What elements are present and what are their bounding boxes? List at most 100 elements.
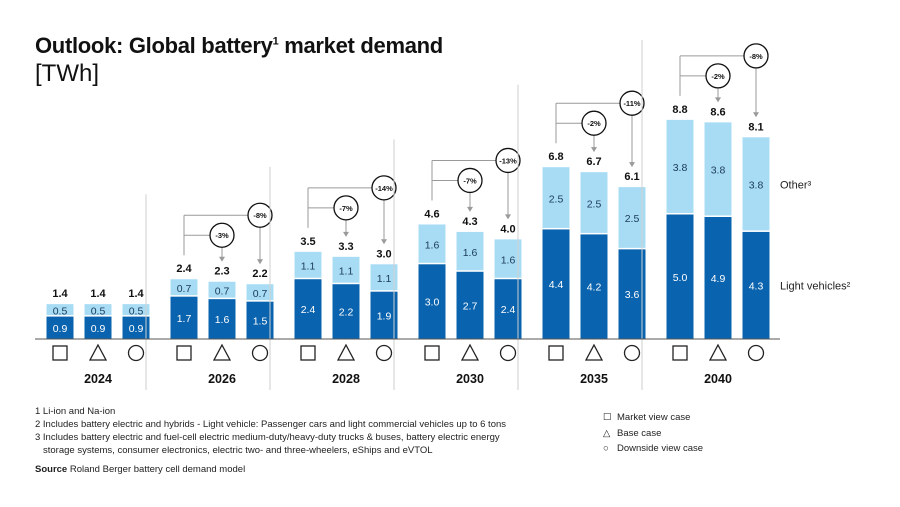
square-icon bbox=[424, 345, 440, 361]
delta-label: -3% bbox=[215, 231, 229, 240]
circle-icon bbox=[499, 344, 517, 362]
segment-label-light: 2.4 bbox=[301, 304, 316, 316]
bar-other bbox=[418, 224, 446, 263]
segment-label-other: 3.8 bbox=[711, 165, 726, 177]
segment-label-light: 3.6 bbox=[625, 289, 640, 301]
delta-circle bbox=[333, 195, 359, 221]
square-icon bbox=[300, 345, 316, 361]
bar-other bbox=[246, 284, 274, 301]
arrow-head bbox=[629, 162, 635, 168]
bar-other bbox=[294, 251, 322, 278]
bar-light-vehicles bbox=[332, 284, 360, 339]
year-label: 2028 bbox=[332, 372, 360, 386]
bar-light-vehicles bbox=[742, 231, 770, 339]
year-label: 2024 bbox=[84, 372, 112, 386]
total-label: 8.8 bbox=[672, 104, 687, 116]
bar-light-vehicles bbox=[618, 249, 646, 339]
year-label: 2026 bbox=[208, 372, 236, 386]
delta-circle bbox=[371, 175, 397, 201]
arrow-head bbox=[257, 259, 263, 265]
year-label: 2040 bbox=[704, 372, 732, 386]
delta-label: -7% bbox=[339, 204, 353, 213]
bar-light-vehicles bbox=[456, 271, 484, 339]
segment-label-light: 3.0 bbox=[425, 297, 440, 309]
delta-circle bbox=[495, 147, 521, 174]
circle-icon bbox=[747, 344, 765, 362]
unit-label: [TWh] bbox=[35, 60, 99, 87]
bar-light-vehicles bbox=[246, 301, 274, 339]
circle-icon: ○ bbox=[603, 443, 609, 454]
triangle-icon bbox=[336, 343, 356, 361]
legend-item-market: ☐ Market view case bbox=[603, 410, 703, 426]
bar-other bbox=[46, 304, 74, 316]
bar-other bbox=[618, 187, 646, 248]
delta-circle bbox=[619, 90, 645, 116]
circle-icon bbox=[375, 344, 393, 362]
segment-label-light: 1.6 bbox=[215, 314, 230, 326]
bar-light-vehicles bbox=[208, 299, 236, 339]
source-line: Source Roland Berger battery cell demand… bbox=[35, 464, 246, 475]
square-icon bbox=[176, 345, 192, 361]
footnote-1: 1 Li-ion and Na-ion bbox=[35, 406, 116, 417]
bar-light-vehicles bbox=[494, 279, 522, 339]
arrow-head bbox=[343, 231, 349, 237]
segment-label-other: 1.1 bbox=[339, 266, 354, 278]
arrow-head bbox=[467, 206, 473, 212]
delta-circle bbox=[247, 202, 273, 228]
segment-label-light: 2.7 bbox=[463, 300, 478, 312]
delta-label: -2% bbox=[711, 72, 725, 81]
delta-label: -11% bbox=[623, 99, 640, 108]
segment-label-other: 0.7 bbox=[253, 288, 268, 300]
footnotes: 1 Li-ion and Na-ion 2 Includes battery e… bbox=[35, 405, 506, 476]
total-label: 2.2 bbox=[252, 268, 267, 280]
arrow-head bbox=[505, 214, 511, 220]
square-icon bbox=[52, 345, 68, 361]
segment-label-other: 1.6 bbox=[425, 239, 440, 251]
segment-label-other: 0.7 bbox=[215, 285, 230, 297]
segment-label-light: 5.0 bbox=[673, 272, 688, 284]
total-label: 3.0 bbox=[376, 248, 391, 260]
circle-icon bbox=[623, 344, 641, 362]
total-label: 2.4 bbox=[176, 263, 192, 275]
segment-label-other: 3.8 bbox=[749, 180, 764, 192]
total-label: 8.1 bbox=[748, 121, 763, 133]
segment-label-light: 1.7 bbox=[177, 313, 192, 325]
bar-other bbox=[170, 279, 198, 296]
bar-light-vehicles bbox=[294, 279, 322, 339]
legend-item-downside: ○ Downside view case bbox=[603, 441, 703, 457]
triangle-icon bbox=[460, 343, 480, 361]
delta-circle bbox=[457, 167, 483, 194]
segment-label-other: 1.1 bbox=[301, 261, 316, 273]
bar-other bbox=[370, 264, 398, 291]
total-label: 3.5 bbox=[300, 236, 315, 248]
circle-icon bbox=[251, 344, 269, 362]
arrow-head bbox=[219, 256, 225, 262]
segment-label-other: 2.5 bbox=[549, 193, 564, 205]
case-legend: ☐ Market view case △ Base case ○ Downside v… bbox=[603, 410, 703, 457]
bar-other bbox=[456, 231, 484, 271]
triangle-icon bbox=[212, 343, 232, 361]
bar-light-vehicles bbox=[84, 316, 112, 339]
chart-title: Outlook: Global battery1 market demand bbox=[35, 33, 443, 58]
segment-label-other: 2.5 bbox=[625, 213, 640, 225]
footnote-3-cont: storage systems, consumer electronics, e… bbox=[43, 445, 433, 456]
segment-label-light: 0.9 bbox=[91, 323, 106, 335]
bar-other bbox=[580, 172, 608, 233]
segment-label-other: 3.8 bbox=[673, 162, 688, 174]
triangle-icon bbox=[584, 343, 604, 361]
bar-light-vehicles bbox=[46, 316, 74, 339]
year-label: 2035 bbox=[580, 372, 608, 386]
circle-icon bbox=[127, 344, 145, 362]
segment-label-light: 4.9 bbox=[711, 273, 726, 285]
bar-light-vehicles bbox=[122, 316, 150, 339]
bar-light-vehicles bbox=[542, 229, 570, 339]
arrow-head bbox=[715, 97, 721, 103]
bar-other bbox=[742, 137, 770, 231]
bar-light-vehicles bbox=[418, 264, 446, 339]
bar-light-vehicles bbox=[580, 234, 608, 339]
year-label: 2030 bbox=[456, 372, 484, 386]
segment-label-other: 1.1 bbox=[377, 273, 392, 285]
triangle-icon: △ bbox=[603, 427, 611, 439]
segment-label-light: 2.4 bbox=[501, 304, 516, 316]
